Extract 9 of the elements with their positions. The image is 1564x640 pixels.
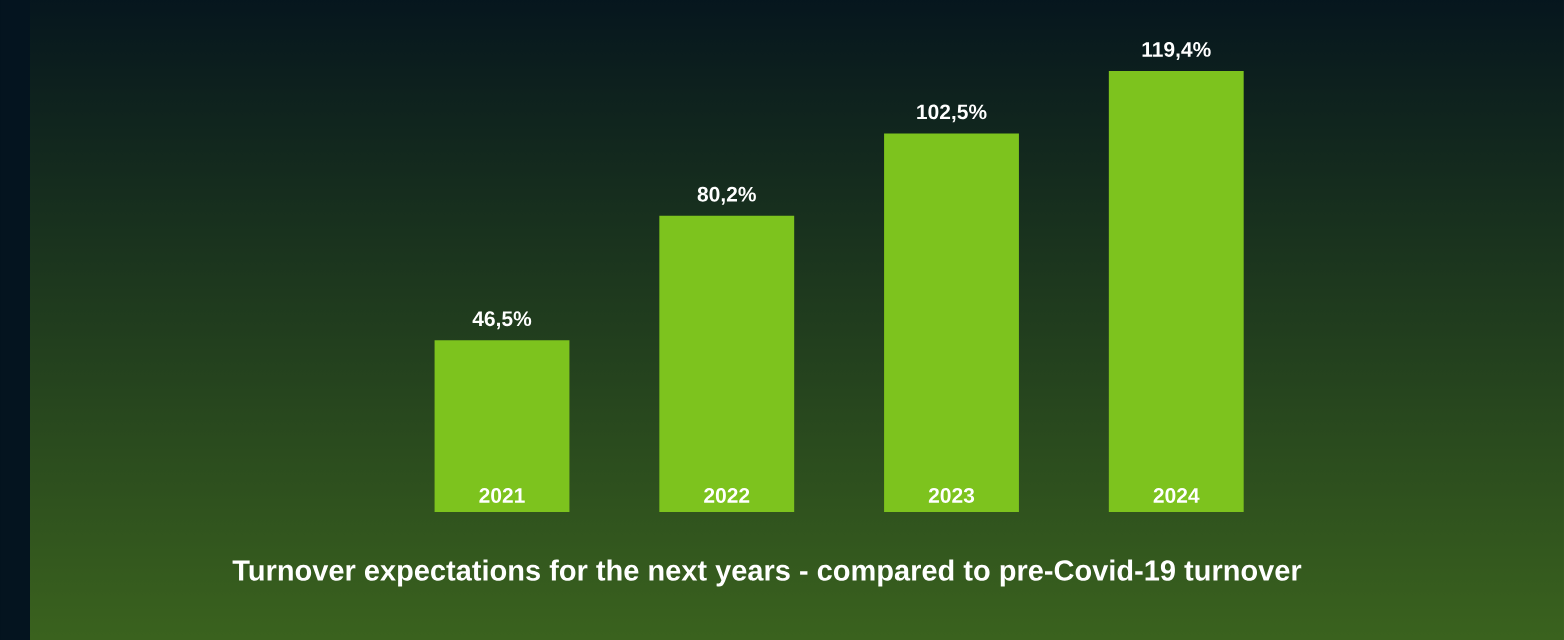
data-label: 46,5% [472, 311, 532, 330]
x-tick-label: 2023 [928, 488, 975, 503]
data-label: 80,2% [697, 186, 756, 205]
x-tick-label: 2021 [479, 488, 525, 503]
x-tick-label: 2024 [1153, 488, 1200, 503]
x-tick-label: 2022 [704, 488, 750, 503]
data-label: 102,5% [917, 104, 987, 123]
text: Turnover expectations for the next years - compared to pre-Covid-19 turnover [232, 559, 1302, 587]
data-label: 119,4% [1142, 42, 1211, 60]
